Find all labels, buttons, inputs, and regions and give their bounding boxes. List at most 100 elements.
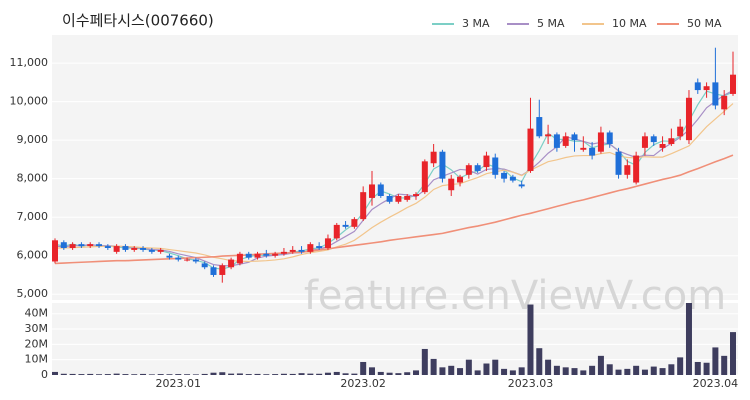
volume-bar [721, 355, 728, 375]
candle-body [307, 244, 314, 252]
volume-bar [184, 374, 191, 375]
candle-body [501, 172, 508, 179]
volume-bar [395, 373, 402, 375]
candle-body [298, 249, 305, 252]
volume-bar [245, 374, 252, 375]
volume-bar [342, 373, 349, 375]
candle-body [439, 151, 446, 179]
volume-bar [545, 359, 552, 375]
candle-body [641, 136, 648, 148]
candle-body [351, 219, 358, 227]
volume-bar [536, 348, 543, 375]
x-tick-label: 2023.03 [508, 377, 554, 390]
candle-body [96, 244, 103, 247]
volume-bar [386, 372, 393, 375]
volume-bar [703, 362, 710, 375]
legend-label: 50 MA [687, 17, 722, 30]
candle-body [685, 97, 692, 141]
volume-bar [641, 369, 648, 375]
volume-bar [69, 373, 76, 375]
candle-body [254, 253, 261, 258]
volume-bar [254, 373, 261, 375]
volume-bar [509, 370, 516, 375]
candle-body [131, 248, 138, 250]
volume-bar [633, 365, 640, 375]
volume-bar [148, 374, 155, 375]
candle-body [545, 134, 552, 137]
volume-bar [333, 371, 340, 375]
candle-body [386, 196, 393, 202]
volume-bar [439, 367, 446, 375]
candle-body [272, 253, 279, 256]
candle-body [527, 128, 534, 171]
candle-body [228, 259, 235, 268]
volume-bar [712, 347, 719, 375]
candle-body [624, 165, 631, 175]
candle-body [78, 244, 85, 247]
candle-body [342, 224, 349, 227]
candle-body [597, 132, 604, 152]
volume-bar [307, 373, 314, 375]
y-tick-label: 0 [41, 368, 48, 381]
volume-bar [562, 367, 569, 375]
volume-bar [465, 359, 472, 375]
candle-body [210, 267, 217, 275]
volume-bar [377, 371, 384, 375]
volume-bar [210, 372, 217, 375]
volume-bar [122, 374, 129, 375]
candle-body [377, 184, 384, 197]
volume-bar [404, 372, 411, 375]
y-tick-label: 8,000 [17, 172, 49, 185]
candle-body [219, 265, 226, 275]
volume-bar [659, 368, 666, 375]
candle-body [536, 117, 543, 137]
volume-bar [597, 355, 604, 375]
volume-bar [113, 373, 120, 375]
candle-body [509, 176, 516, 181]
volume-bar [580, 370, 587, 375]
volume-bar [677, 357, 684, 375]
candle-body [518, 184, 525, 187]
candle-body [562, 136, 569, 146]
candle-body [280, 251, 287, 254]
volume-bar [615, 369, 622, 375]
volume-bar [571, 368, 578, 375]
volume-bar [430, 358, 437, 375]
volume-bar [140, 373, 147, 375]
volume-bar [298, 373, 305, 375]
ma-line [54, 89, 734, 267]
ma-line [54, 154, 734, 265]
volume-bar [483, 363, 490, 375]
legend-label: 5 MA [537, 17, 565, 30]
volume-bar [624, 368, 631, 375]
candle-body [263, 253, 270, 256]
candle-body [633, 155, 640, 183]
y-tick-label: 6,000 [17, 249, 49, 262]
candle-body [404, 196, 411, 200]
candle-body [360, 192, 367, 220]
candle-body [553, 134, 560, 148]
volume-bar [501, 368, 508, 375]
candle-body [140, 248, 147, 250]
candle-body [589, 147, 596, 156]
candle-body [175, 257, 182, 260]
volume-bar [316, 373, 323, 375]
volume-bar [730, 332, 736, 375]
candle-body [52, 240, 58, 262]
volume-bar [518, 367, 525, 375]
y-tick-label: 10,000 [10, 95, 49, 108]
volume-bar [263, 374, 270, 375]
candle-body [668, 138, 675, 145]
volume-bar [553, 365, 560, 375]
x-tick-label: 2023.02 [340, 377, 386, 390]
volume-bar [175, 374, 182, 375]
volume-bar [157, 374, 164, 375]
candle-body [324, 238, 331, 249]
candle-body [448, 178, 455, 191]
volume-bar [201, 373, 208, 375]
candle-body [184, 259, 191, 261]
candle-body [245, 253, 252, 258]
candle-body [236, 253, 243, 264]
volume-bar [694, 361, 701, 375]
candle-body [316, 246, 323, 249]
